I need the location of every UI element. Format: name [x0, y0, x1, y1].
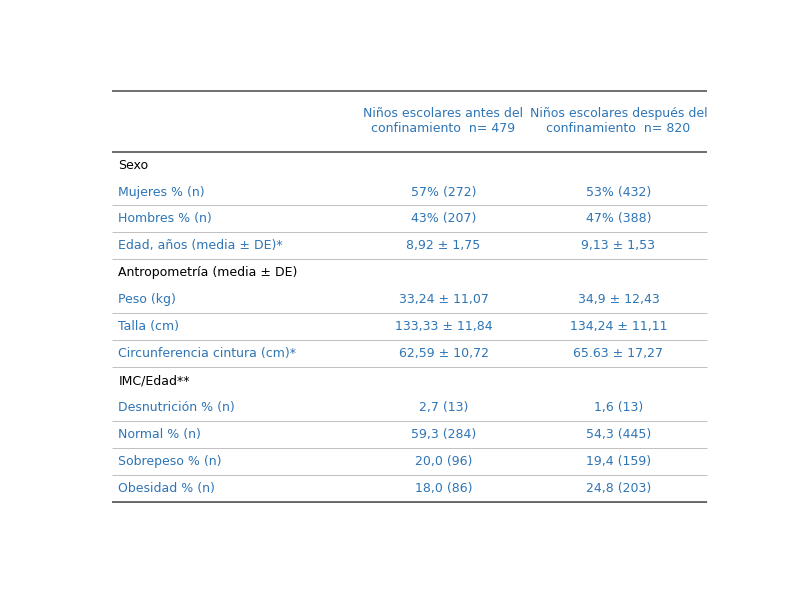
Text: 34,9 ± 12,43: 34,9 ± 12,43: [578, 294, 659, 306]
Text: 57% (272): 57% (272): [411, 185, 476, 199]
Text: 133,33 ± 11,84: 133,33 ± 11,84: [395, 320, 492, 333]
Text: 53% (432): 53% (432): [586, 185, 651, 199]
Text: Edad, años (media ± DE)*: Edad, años (media ± DE)*: [118, 239, 283, 252]
Text: Obesidad % (n): Obesidad % (n): [118, 482, 215, 495]
Text: Niños escolares antes del
confinamiento  n= 479: Niños escolares antes del confinamiento …: [364, 108, 523, 135]
Text: 62,59 ± 10,72: 62,59 ± 10,72: [399, 347, 488, 361]
Text: 20,0 (96): 20,0 (96): [415, 455, 472, 468]
Text: Normal % (n): Normal % (n): [118, 428, 201, 442]
Text: 9,13 ± 1,53: 9,13 ± 1,53: [582, 239, 655, 252]
Text: Desnutrición % (n): Desnutrición % (n): [118, 401, 235, 414]
Text: Sexo: Sexo: [118, 158, 149, 172]
Text: Mujeres % (n): Mujeres % (n): [118, 185, 205, 199]
Text: Circunferencia cintura (cm)*: Circunferencia cintura (cm)*: [118, 347, 296, 361]
Text: 24,8 (203): 24,8 (203): [586, 482, 651, 495]
Text: 8,92 ± 1,75: 8,92 ± 1,75: [407, 239, 481, 252]
Text: Talla (cm): Talla (cm): [118, 320, 180, 333]
Text: 54,3 (445): 54,3 (445): [586, 428, 651, 442]
Text: Niños escolares después del
confinamiento  n= 820: Niños escolares después del confinamient…: [530, 108, 707, 135]
Text: 19,4 (159): 19,4 (159): [586, 455, 651, 468]
Text: 1,6 (13): 1,6 (13): [594, 401, 643, 414]
Text: 65.63 ± 17,27: 65.63 ± 17,27: [574, 347, 663, 361]
Text: 2,7 (13): 2,7 (13): [419, 401, 468, 414]
Text: 47% (388): 47% (388): [586, 213, 651, 225]
Text: 33,24 ± 11,07: 33,24 ± 11,07: [399, 294, 488, 306]
Text: 134,24 ± 11,11: 134,24 ± 11,11: [570, 320, 667, 333]
Text: IMC/Edad**: IMC/Edad**: [118, 374, 190, 387]
Text: Hombres % (n): Hombres % (n): [118, 213, 213, 225]
Text: 59,3 (284): 59,3 (284): [411, 428, 476, 442]
Text: Peso (kg): Peso (kg): [118, 294, 177, 306]
Text: 43% (207): 43% (207): [411, 213, 476, 225]
Text: Sobrepeso % (n): Sobrepeso % (n): [118, 455, 222, 468]
Text: Antropometría (media ± DE): Antropometría (media ± DE): [118, 266, 298, 280]
Text: 18,0 (86): 18,0 (86): [415, 482, 472, 495]
